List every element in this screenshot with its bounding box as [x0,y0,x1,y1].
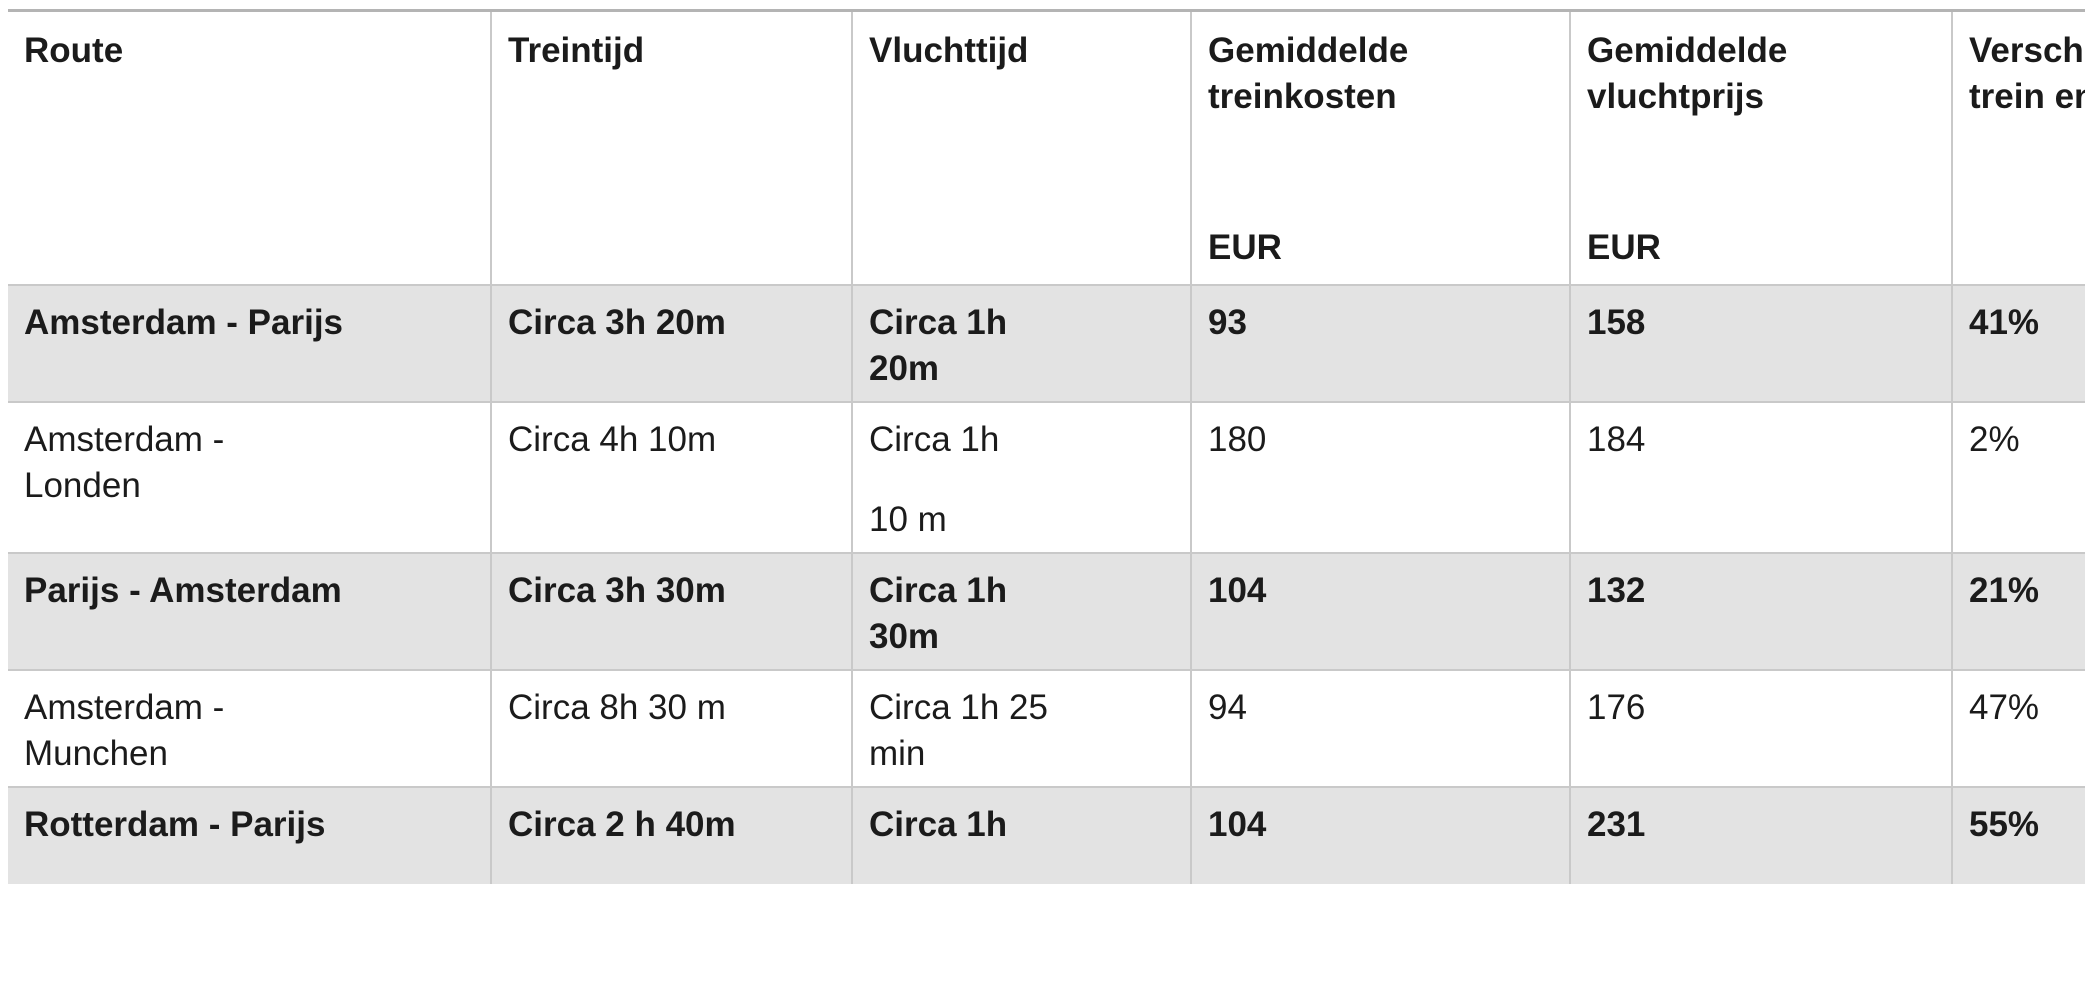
column-header-vluchtprijs-unit: EUR [1587,227,1661,267]
cell-vluchtprijs: 132 [1570,553,1953,671]
cell-route-line2: Munchen [24,733,168,773]
column-header-vluchtprijs: Gemiddelde vluchtprijs EUR [1570,9,1953,286]
column-header-verschil-label: Verschil tussen trein en vlucht [1969,31,2085,116]
cell-treintijd: Circa 8h 30 m [491,670,853,788]
column-header-treinkosten-unit: EUR [1208,227,1282,267]
cell-treintijd: Circa 4h 10m [491,402,853,554]
cell-route: Amsterdam - Londen [8,402,492,554]
cell-verschil: 55% [1952,787,2085,884]
cell-vluchttijd: Circa 1h [852,787,1192,884]
cell-treinkosten: 180 [1191,402,1571,554]
cell-route-line2: Londen [24,465,141,505]
cell-treintijd: Circa 2 h 40m [491,787,853,884]
cell-treinkosten: 104 [1191,553,1571,671]
cell-vluchttijd-line1: Circa 1h [869,805,1008,844]
cell-treinkosten: 104 [1191,787,1571,884]
column-header-treintijd: Treintijd [491,9,853,286]
column-header-treintijd-label: Treintijd [508,31,645,70]
cell-vluchttijd-line1: Circa 1h 25 [869,688,1048,727]
column-header-route-label: Route [24,31,124,70]
cell-verschil: 41% [1952,285,2085,403]
cell-vluchtprijs: 231 [1570,787,1953,884]
cell-treinkosten: 93 [1191,285,1571,403]
cell-treinkosten: 94 [1191,670,1571,788]
table-row: Amsterdam - Munchen Circa 8h 30 m Circa … [8,670,2085,788]
cell-route: Amsterdam - Munchen [8,670,492,788]
cell-vluchttijd-line2: 30m [869,616,940,656]
table-page: Route Treintijd Vluchttijd Gemiddelde tr… [0,9,2085,983]
cell-route: Rotterdam - Parijs [8,787,492,884]
cell-route-line1: Amsterdam - [24,420,225,459]
cell-vluchtprijs: 176 [1570,670,1953,788]
cell-vluchtprijs: 184 [1570,402,1953,554]
cell-vluchttijd-line1: Circa 1h [869,303,1008,342]
cell-treintijd: Circa 3h 30m [491,553,853,671]
column-header-verschil: Verschil tussen trein en vlucht [1952,9,2085,286]
column-header-vluchttijd-label: Vluchttijd [869,31,1029,70]
cell-vluchttijd: Circa 1h 30m [852,553,1192,671]
table-row: Rotterdam - Parijs Circa 2 h 40m Circa 1… [8,787,2085,884]
train-vs-flight-comparison-table: Route Treintijd Vluchttijd Gemiddelde tr… [8,9,2085,884]
cell-vluchttijd-spacer [869,463,1174,497]
cell-verschil: 47% [1952,670,2085,788]
cell-route: Parijs - Amsterdam [8,553,492,671]
column-header-route: Route [8,9,492,286]
column-header-treinkosten-label: Gemiddelde treinkosten [1208,31,1409,116]
cell-vluchtprijs: 158 [1570,285,1953,403]
table-row: Amsterdam - Londen Circa 4h 10m Circa 1h… [8,402,2085,554]
cell-vluchttijd-line1: Circa 1h [869,420,1000,459]
cell-route: Amsterdam - Parijs [8,285,492,403]
cell-vluchttijd-line1: Circa 1h [869,571,1008,610]
cell-verschil: 21% [1952,553,2085,671]
cell-vluchttijd: Circa 1h 25 min [852,670,1192,788]
cell-treintijd: Circa 3h 20m [491,285,853,403]
cell-verschil: 2% [1952,402,2085,554]
cell-vluchttijd-line2: 20m [869,348,940,388]
column-header-vluchttijd: Vluchttijd [852,9,1192,286]
cell-vluchttijd-line2: min [869,733,926,773]
table-row: Parijs - Amsterdam Circa 3h 30m Circa 1h… [8,553,2085,671]
cell-vluchttijd: Circa 1h 10 m [852,402,1192,554]
column-header-vluchtprijs-label: Gemiddelde vluchtprijs [1587,31,1788,116]
cell-vluchttijd-line3: 10 m [869,499,947,539]
table-header-row: Route Treintijd Vluchttijd Gemiddelde tr… [8,9,2085,286]
table-row: Amsterdam - Parijs Circa 3h 20m Circa 1h… [8,285,2085,403]
column-header-treinkosten: Gemiddelde treinkosten EUR [1191,9,1571,286]
cell-route-line1: Amsterdam - [24,688,225,727]
cell-vluchttijd: Circa 1h 20m [852,285,1192,403]
